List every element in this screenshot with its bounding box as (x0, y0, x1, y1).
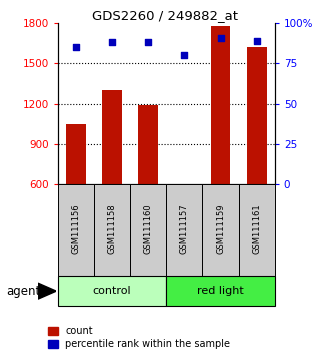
Point (110, 40, 115, 45)
Bar (138, 105, 158, 184)
Text: GSM111156: GSM111156 (71, 203, 80, 253)
Bar (102, 90, 122, 184)
Bar (211, 26, 230, 184)
Bar (247, 47, 266, 184)
Polygon shape (38, 283, 56, 299)
Point (146, 40, 151, 45)
Point (182, 52, 187, 58)
Legend: count, percentile rank within the sample: count, percentile rank within the sample (48, 326, 230, 349)
Point (73, 44, 79, 50)
Text: GDS2260 / 249882_at: GDS2260 / 249882_at (92, 9, 239, 22)
Bar (203, 184, 239, 276)
Bar (130, 184, 166, 276)
Bar (94, 184, 130, 276)
Text: GSM111157: GSM111157 (180, 203, 189, 253)
Point (218, 35, 223, 40)
Bar (58, 276, 166, 306)
Bar (66, 124, 86, 184)
Bar (166, 184, 203, 276)
Text: agent: agent (7, 285, 41, 298)
Point (254, 38, 259, 44)
Bar (239, 184, 275, 276)
Text: control: control (93, 286, 131, 296)
Text: GSM111159: GSM111159 (216, 203, 225, 253)
Text: GSM111158: GSM111158 (108, 203, 117, 253)
Text: red light: red light (197, 286, 244, 296)
Text: GSM111161: GSM111161 (252, 203, 261, 253)
Bar (58, 184, 94, 276)
Text: GSM111160: GSM111160 (144, 203, 153, 253)
Bar (166, 276, 275, 306)
